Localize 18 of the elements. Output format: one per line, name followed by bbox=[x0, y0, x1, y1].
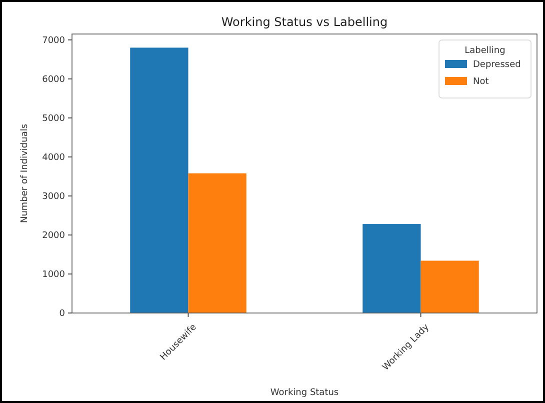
bar bbox=[188, 173, 246, 313]
y-tick-label: 0 bbox=[59, 309, 66, 320]
legend-label: Depressed bbox=[473, 60, 521, 70]
bar bbox=[420, 260, 479, 313]
y-tick-label: 4000 bbox=[42, 153, 66, 164]
y-tick-label: 1000 bbox=[42, 270, 66, 280]
legend-title: Labelling bbox=[464, 46, 506, 56]
y-tick-label: 3000 bbox=[42, 192, 66, 202]
y-tick-label: 5000 bbox=[42, 114, 66, 124]
y-axis-title: Number of Individuals bbox=[20, 124, 30, 224]
bar bbox=[362, 224, 421, 313]
chart-title: Working Status vs Labelling bbox=[221, 15, 388, 29]
y-tick-label: 6000 bbox=[42, 75, 66, 86]
legend-label: Not bbox=[473, 77, 490, 88]
bar bbox=[130, 48, 188, 313]
y-tick-label: 2000 bbox=[42, 231, 66, 242]
x-axis-title: Working Status bbox=[270, 388, 339, 398]
y-tick-label: 7000 bbox=[42, 36, 66, 46]
